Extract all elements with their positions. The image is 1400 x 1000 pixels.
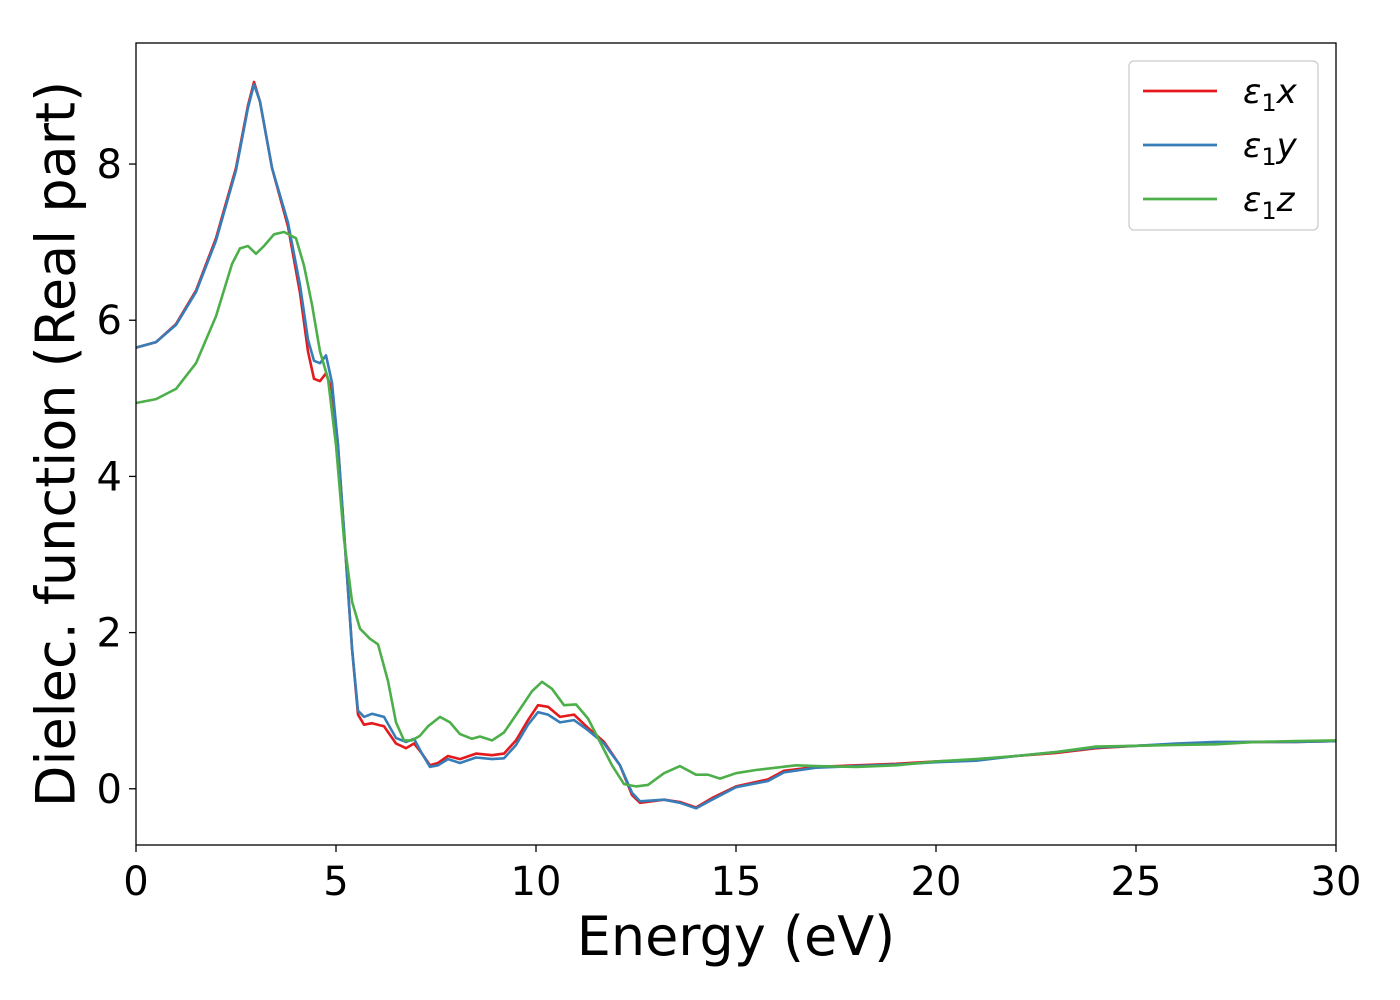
legend-label-x: ε1x: [1243, 72, 1298, 117]
x-tick-label: 10: [511, 859, 562, 905]
legend: ε1x ε1y ε1z: [1128, 60, 1319, 231]
y-tick-label: 4: [97, 454, 122, 500]
x-tick-label: 0: [123, 859, 148, 905]
x-tick-label: 25: [1111, 859, 1162, 905]
legend-label-y: ε1y: [1243, 126, 1298, 171]
y-tick-label: 2: [97, 611, 122, 657]
x-tick-label: 5: [323, 859, 348, 905]
x-tick-label: 15: [711, 859, 762, 905]
x-tick-label: 20: [911, 859, 962, 905]
y-axis: 0 2 4 6 8: [97, 142, 136, 813]
y-tick-label: 0: [97, 767, 122, 813]
y-tick-label: 8: [97, 142, 122, 188]
legend-box: [1128, 60, 1319, 231]
y-axis-label: Dielec. function (Real part): [25, 81, 88, 807]
x-tick-label: 30: [1311, 859, 1362, 905]
x-axis: 0 5 10 15 20 25 30: [123, 845, 1361, 905]
x-axis-label: Energy (eV): [577, 905, 896, 968]
y-tick-label: 6: [97, 298, 122, 344]
legend-label-z: ε1z: [1243, 180, 1296, 225]
series-layer: [135, 80, 1337, 810]
series-line-z: [135, 230, 1337, 788]
